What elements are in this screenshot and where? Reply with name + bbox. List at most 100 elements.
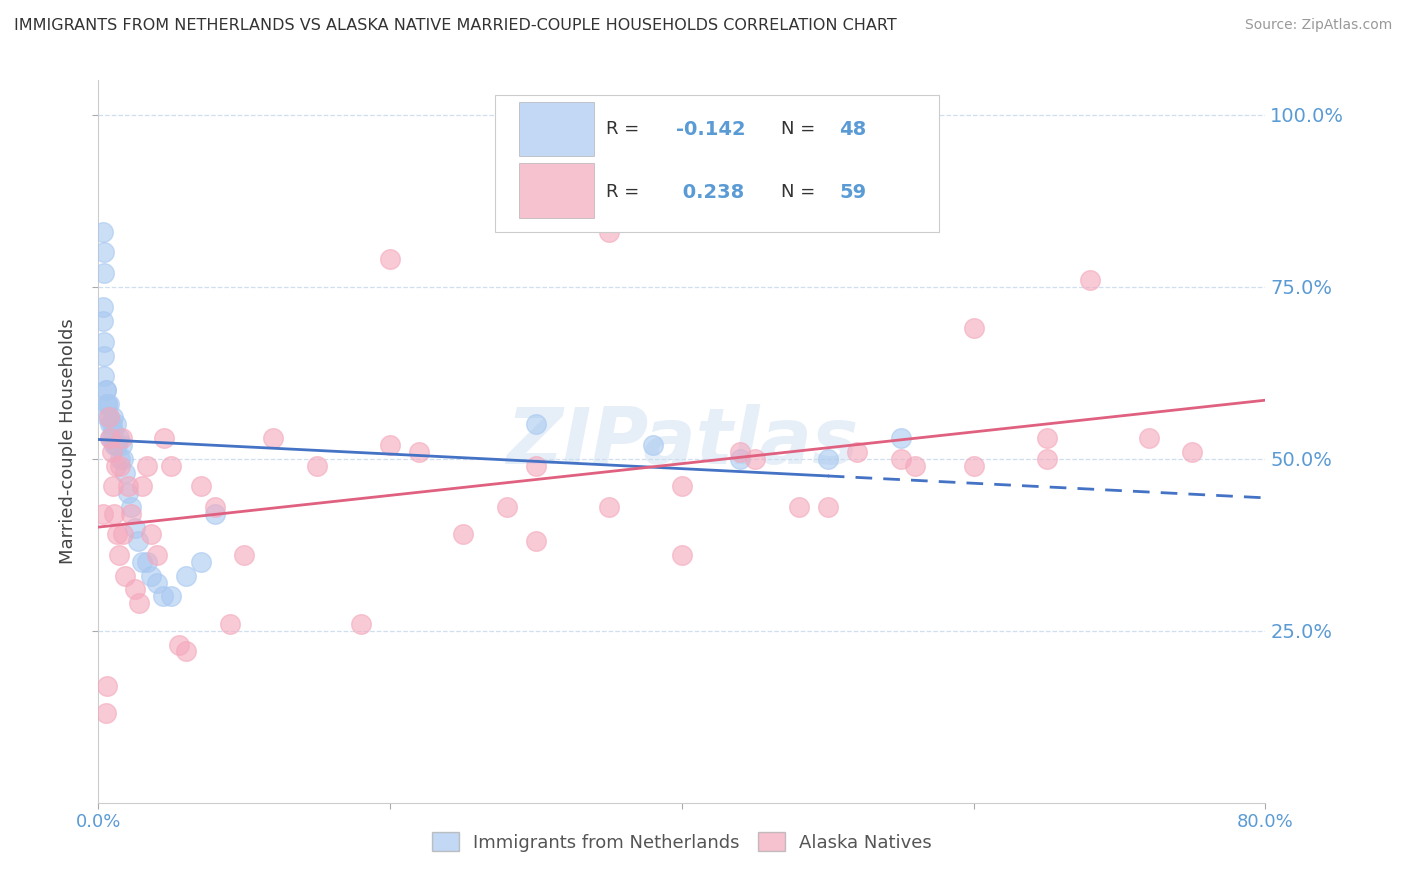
Point — [98, 417, 121, 432]
Point — [1181, 445, 1204, 459]
Point — [91, 314, 114, 328]
Text: R =: R = — [606, 183, 645, 202]
Point — [204, 507, 226, 521]
Point — [131, 479, 153, 493]
Point — [160, 590, 183, 604]
Point — [93, 334, 115, 349]
Point — [671, 548, 693, 562]
Point — [96, 410, 118, 425]
Point — [1080, 273, 1102, 287]
Point — [100, 431, 122, 445]
Point — [730, 445, 752, 459]
Point — [904, 458, 927, 473]
Point — [139, 527, 162, 541]
Point — [110, 458, 132, 473]
Point — [380, 252, 402, 267]
Point — [98, 431, 121, 445]
Point — [153, 431, 176, 445]
Point — [146, 548, 169, 562]
Point — [101, 479, 124, 493]
Point — [598, 225, 620, 239]
Point — [524, 458, 547, 473]
Point — [135, 555, 157, 569]
Point — [380, 438, 402, 452]
Point — [124, 582, 146, 597]
Point — [91, 301, 114, 315]
Point — [114, 466, 136, 480]
Point — [96, 397, 118, 411]
FancyBboxPatch shape — [519, 163, 595, 218]
Point — [787, 500, 810, 514]
Point — [97, 397, 120, 411]
Point — [744, 451, 766, 466]
Point — [124, 520, 146, 534]
Point — [167, 638, 190, 652]
Point — [91, 225, 114, 239]
Point — [117, 486, 139, 500]
Point — [524, 534, 547, 549]
Point — [110, 451, 132, 466]
Point — [114, 568, 136, 582]
Point — [408, 445, 430, 459]
Legend: Immigrants from Netherlands, Alaska Natives: Immigrants from Netherlands, Alaska Nati… — [425, 825, 939, 859]
Point — [97, 410, 120, 425]
Point — [174, 644, 197, 658]
Y-axis label: Married-couple Households: Married-couple Households — [59, 318, 77, 565]
Point — [962, 458, 984, 473]
Point — [94, 383, 117, 397]
Point — [96, 679, 118, 693]
Point — [262, 431, 284, 445]
Point — [641, 438, 664, 452]
Text: 48: 48 — [839, 120, 866, 139]
Point — [105, 438, 128, 452]
Point — [93, 245, 115, 260]
Point — [93, 349, 115, 363]
FancyBboxPatch shape — [519, 102, 595, 156]
Point — [108, 548, 131, 562]
Point — [104, 438, 127, 452]
FancyBboxPatch shape — [495, 95, 939, 232]
Point — [103, 507, 125, 521]
Point — [204, 500, 226, 514]
Text: 0.238: 0.238 — [676, 183, 744, 202]
Point — [598, 500, 620, 514]
Point — [120, 507, 142, 521]
Point — [890, 451, 912, 466]
Point — [98, 431, 121, 445]
Point — [117, 479, 139, 493]
Point — [962, 321, 984, 335]
Point — [233, 548, 256, 562]
Point — [350, 616, 373, 631]
Point — [135, 458, 157, 473]
Point — [94, 706, 117, 721]
Text: 59: 59 — [839, 183, 866, 202]
Point — [152, 590, 174, 604]
Point — [1035, 431, 1057, 445]
Point — [111, 431, 134, 445]
Point — [100, 445, 122, 459]
Point — [111, 438, 134, 452]
Point — [1137, 431, 1160, 445]
Point — [190, 479, 212, 493]
Text: IMMIGRANTS FROM NETHERLANDS VS ALASKA NATIVE MARRIED-COUPLE HOUSEHOLDS CORRELATI: IMMIGRANTS FROM NETHERLANDS VS ALASKA NA… — [14, 18, 897, 33]
Point — [93, 266, 115, 280]
Point — [112, 451, 135, 466]
Point — [103, 438, 125, 452]
Point — [218, 616, 240, 631]
Point — [105, 527, 128, 541]
Point — [451, 527, 474, 541]
Text: ZIPatlas: ZIPatlas — [506, 403, 858, 480]
Point — [139, 568, 162, 582]
Point — [817, 500, 839, 514]
Text: N =: N = — [782, 183, 821, 202]
Point — [890, 431, 912, 445]
Point — [93, 369, 115, 384]
Point — [101, 424, 124, 438]
Point — [97, 410, 120, 425]
Point — [730, 451, 752, 466]
Point — [91, 507, 114, 521]
Point — [496, 500, 519, 514]
Point — [307, 458, 329, 473]
Point — [127, 534, 149, 549]
Point — [104, 458, 127, 473]
